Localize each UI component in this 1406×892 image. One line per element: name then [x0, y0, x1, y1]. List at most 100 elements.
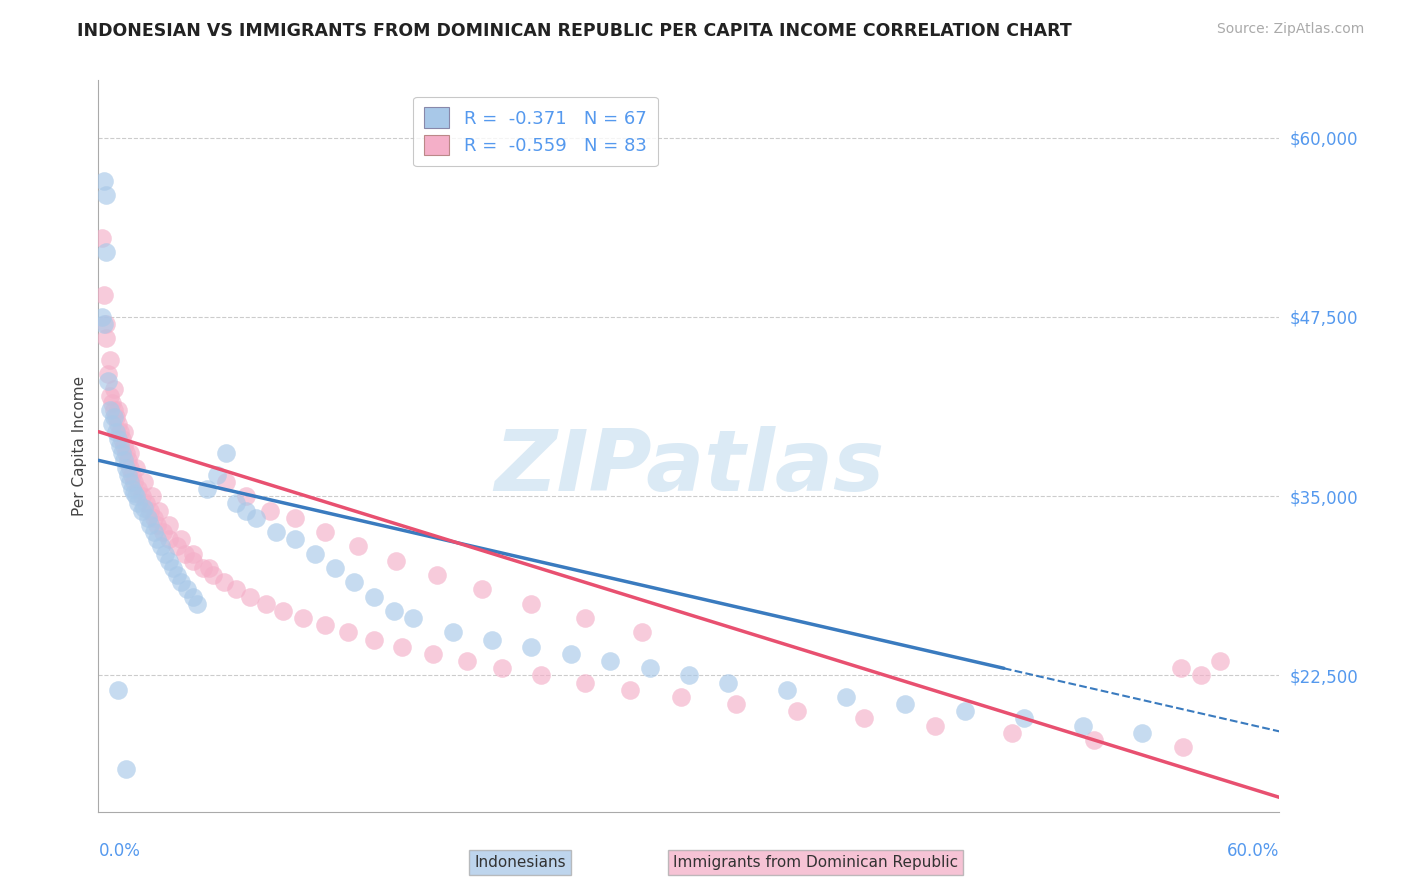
Point — [108, 425, 131, 439]
Point — [118, 475, 141, 489]
Point — [630, 625, 652, 640]
Point — [93, 288, 115, 302]
Point — [284, 533, 307, 547]
Point — [422, 647, 444, 661]
Point — [103, 382, 125, 396]
Point — [225, 496, 247, 510]
Point — [101, 396, 124, 410]
Point — [323, 561, 346, 575]
Point — [574, 611, 596, 625]
Point — [93, 317, 115, 331]
Point — [112, 453, 135, 467]
Point — [1170, 661, 1192, 675]
Point — [115, 446, 138, 460]
Point — [93, 174, 115, 188]
Point — [481, 632, 503, 647]
Point — [1083, 733, 1105, 747]
Point — [725, 697, 748, 711]
Point — [146, 533, 169, 547]
Point — [186, 597, 208, 611]
Point — [574, 675, 596, 690]
Point — [91, 231, 114, 245]
Text: Source: ZipAtlas.com: Source: ZipAtlas.com — [1216, 22, 1364, 37]
Point — [112, 439, 135, 453]
Point — [118, 460, 141, 475]
Point — [835, 690, 858, 704]
Point — [176, 582, 198, 597]
Point — [155, 547, 177, 561]
Point — [138, 503, 160, 517]
Point — [118, 446, 141, 460]
Point — [337, 625, 360, 640]
Point — [456, 654, 478, 668]
Point — [125, 460, 148, 475]
Point — [146, 517, 169, 532]
Point — [343, 575, 366, 590]
Point — [98, 389, 121, 403]
Point — [1209, 654, 1232, 668]
Point — [225, 582, 247, 597]
Point — [107, 403, 129, 417]
Text: 60.0%: 60.0% — [1227, 842, 1279, 860]
Point — [599, 654, 621, 668]
Point — [135, 496, 157, 510]
Y-axis label: Per Capita Income: Per Capita Income — [72, 376, 87, 516]
Point — [162, 561, 184, 575]
Point — [157, 554, 180, 568]
Point — [363, 590, 385, 604]
Point — [108, 439, 131, 453]
Point — [426, 568, 449, 582]
Point — [215, 446, 238, 460]
Point — [195, 482, 218, 496]
Point — [314, 524, 336, 539]
Point — [191, 561, 214, 575]
Point — [136, 510, 159, 524]
Point — [111, 432, 134, 446]
Point — [181, 554, 204, 568]
Point — [284, 510, 307, 524]
Point — [953, 704, 976, 718]
Point — [619, 682, 641, 697]
Point — [786, 704, 808, 718]
Point — [141, 489, 163, 503]
Point — [122, 475, 145, 489]
Point — [669, 690, 692, 704]
Point — [157, 533, 180, 547]
Point — [174, 547, 197, 561]
Point — [304, 547, 326, 561]
Point — [152, 524, 174, 539]
Point — [170, 575, 193, 590]
Point — [96, 245, 118, 260]
Point — [115, 762, 138, 776]
Legend: R =  -0.371   N = 67, R =  -0.559   N = 83: R = -0.371 N = 67, R = -0.559 N = 83 — [413, 96, 658, 166]
Point — [205, 467, 228, 482]
Point — [111, 446, 134, 460]
Point — [157, 517, 180, 532]
Point — [239, 590, 262, 604]
Point — [96, 188, 118, 202]
Text: 0.0%: 0.0% — [98, 842, 141, 860]
Point — [491, 661, 513, 675]
Point — [96, 317, 118, 331]
Point — [127, 482, 149, 496]
Point — [363, 632, 385, 647]
Text: ZIPatlas: ZIPatlas — [494, 426, 884, 509]
Point — [117, 467, 139, 482]
Point — [259, 503, 281, 517]
Point — [264, 524, 287, 539]
Point — [127, 496, 149, 510]
Point — [214, 575, 236, 590]
Point — [132, 500, 155, 515]
Point — [103, 403, 125, 417]
Point — [150, 540, 173, 554]
Point — [98, 353, 121, 368]
Point — [520, 597, 543, 611]
Point — [471, 582, 494, 597]
Point — [292, 611, 315, 625]
Point — [101, 417, 124, 432]
Point — [1130, 726, 1153, 740]
Point — [235, 503, 257, 517]
Point — [107, 682, 129, 697]
Point — [1012, 711, 1035, 725]
Point — [107, 417, 129, 432]
